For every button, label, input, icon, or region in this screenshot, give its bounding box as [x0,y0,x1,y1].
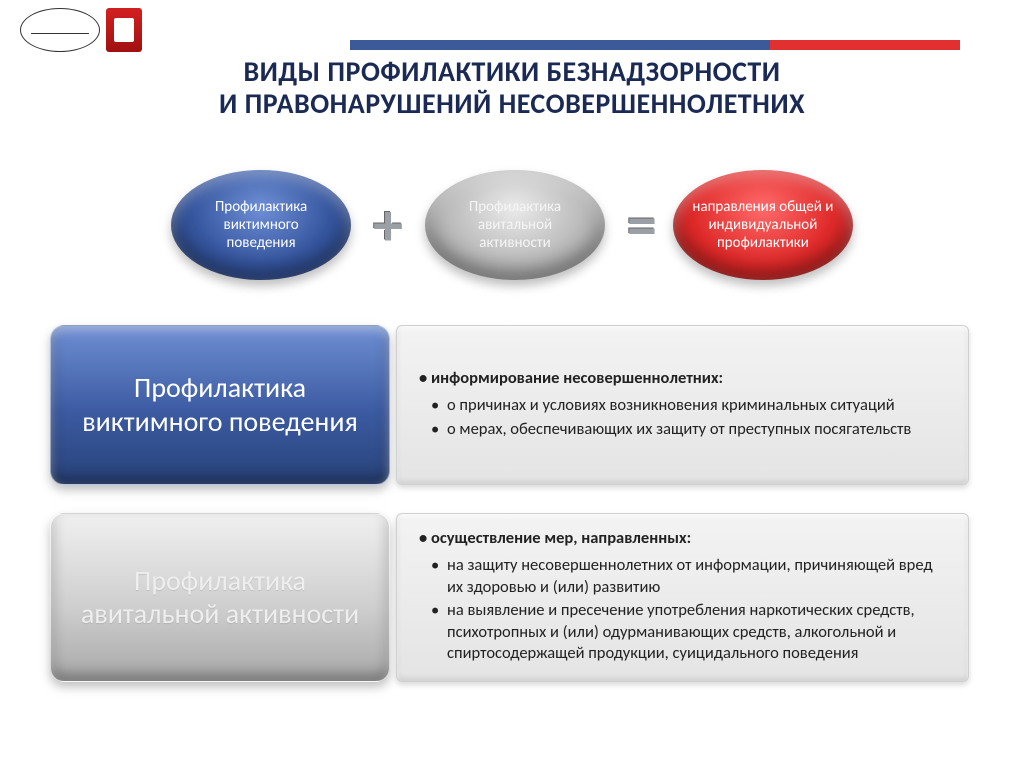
list-item: о мерах, обеспечивающих их защиту от пре… [419,419,948,440]
title-line-2: И ПРАВОНАРУШЕНИЙ НЕСОВЕРШЕННОЛЕТНИХ [0,88,1024,120]
block-row-1: Профилактика виктимного поведения • инфо… [50,325,969,485]
panel-lead: • информирование несовершеннолетних: [419,368,948,389]
oval-directions: направления общей и индивидуальной профи… [673,170,853,280]
bar-red [770,40,960,50]
oval-avital: Профилактика авитальной активности [425,170,605,280]
logo-coat-of-arms-icon [106,8,142,52]
block-row-2: Профилактика авитальной активности • осу… [50,513,969,682]
logo-ombudsman-icon [20,8,100,52]
panel-list: о причинах и условиях возникновения крим… [419,393,948,442]
bar-blue [350,40,770,50]
content-blocks: Профилактика виктимного поведения • инфо… [50,325,969,710]
header-logos [20,8,142,52]
equation-row: Профилактика виктимного поведения + Проф… [0,170,1024,280]
list-item: на защиту несовершеннолетних от информац… [419,555,948,598]
title-line-1: ВИДЫ ПРОФИЛАКТИКИ БЕЗНАДЗОРНОСТИ [0,56,1024,88]
panel-lead-text: информирование несовершеннолетних: [431,368,723,388]
block-panel-avital: • осуществление мер, направленных: на за… [396,513,969,682]
panel-list: на защиту несовершеннолетних от информац… [419,553,948,666]
oval-victim: Профилактика виктимного поведения [171,170,351,280]
list-item: о причинах и условиях возникновения крим… [419,395,948,416]
list-item: на выявление и пресечение употребления н… [419,600,948,664]
panel-lead: • осуществление мер, направленных: [419,528,948,549]
panel-lead-text: осуществление мер, направленных: [431,528,691,548]
plus-icon: + [373,189,403,262]
header-bars [350,40,960,50]
block-title-victim: Профилактика виктимного поведения [50,325,390,485]
slide-title: ВИДЫ ПРОФИЛАКТИКИ БЕЗНАДЗОРНОСТИ И ПРАВО… [0,56,1024,120]
equals-icon: = [627,189,651,262]
block-panel-victim: • информирование несовершеннолетних: о п… [396,325,969,485]
block-title-avital: Профилактика авитальной активности [50,513,390,682]
